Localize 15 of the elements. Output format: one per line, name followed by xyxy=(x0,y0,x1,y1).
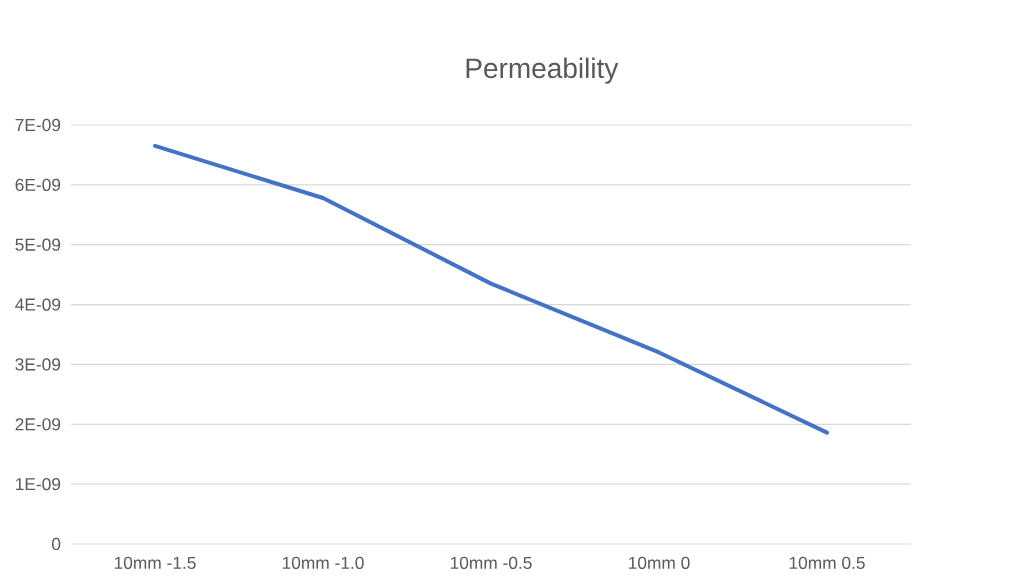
x-tick-label: 10mm -1.0 xyxy=(282,556,364,569)
line-series xyxy=(153,143,829,435)
y-tick-label: 5E-09 xyxy=(15,238,61,251)
y-tick-label: 2E-09 xyxy=(15,418,61,431)
y-tick-label: 6E-09 xyxy=(15,178,61,191)
y-tick-label: 4E-09 xyxy=(15,298,61,311)
y-tick-label: 3E-09 xyxy=(15,358,61,371)
y-tick-label: 1E-09 xyxy=(16,477,61,491)
chart-title: Permeability xyxy=(466,57,619,84)
x-tick-label: 10mm -1.5 xyxy=(114,556,196,569)
x-tick-label: 10mm 0 xyxy=(629,556,690,569)
y-tick-label: 0 xyxy=(51,537,61,551)
y-tick-label: 7E-09 xyxy=(15,118,61,132)
x-tick-label: 10mm -0.5 xyxy=(450,556,532,569)
x-tick-label: 10mm 0.5 xyxy=(789,556,865,569)
